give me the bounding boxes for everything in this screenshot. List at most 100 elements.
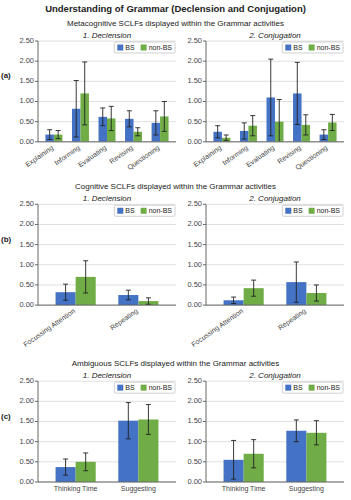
legend-label: BS	[125, 207, 135, 214]
y-tick-label: 1.50	[187, 76, 202, 85]
error-bar	[109, 106, 114, 130]
x-tick-label: Explaining	[24, 144, 55, 169]
grid-line	[38, 61, 176, 62]
error-bar	[82, 62, 87, 125]
legend-box	[282, 205, 343, 216]
x-tick-label: Repeating	[277, 307, 308, 332]
y-tick-label: 0.50	[19, 280, 34, 289]
row-label: (c)	[1, 412, 11, 421]
row-label: (a)	[1, 71, 11, 80]
legend-label: non-BS	[149, 44, 173, 51]
section-title: Metacognitive SCLFs displayed within the…	[67, 19, 284, 28]
x-tick-label: Questioning	[294, 144, 329, 172]
legend-label: BS	[125, 384, 135, 391]
y-axis	[38, 41, 39, 142]
subplot: 2. Conjugation0.000.501.001.502.002.50Th…	[187, 371, 344, 493]
y-tick-label: 0.50	[19, 117, 34, 126]
y-tick-label: 1.00	[19, 260, 34, 269]
y-tick-label: 2.00	[187, 219, 202, 228]
error-bar	[251, 440, 256, 468]
subplot-title: 1. Declension	[83, 194, 132, 203]
y-tick-label: 2.50	[187, 36, 202, 45]
error-bar	[330, 114, 335, 130]
legend-swatch	[309, 45, 315, 51]
error-bar	[74, 81, 79, 137]
section-title: Ambiguous SCLFs displayed within the Gra…	[72, 359, 280, 368]
error-bar	[47, 130, 52, 140]
grid-line	[38, 401, 176, 402]
error-bar	[321, 130, 326, 140]
error-bar	[215, 126, 220, 138]
x-axis	[38, 305, 176, 306]
marks	[45, 62, 168, 142]
legend-box	[282, 382, 343, 393]
subplot: 1. Declension0.000.501.001.502.002.50Exp…	[19, 31, 176, 172]
y-tick-label: 2.50	[19, 376, 34, 385]
legend: BS non-BS	[114, 382, 175, 393]
y-tick-label: 0.00	[19, 300, 34, 309]
grid-line	[206, 224, 344, 225]
x-tick-label: Explaining	[192, 144, 223, 169]
legend: BSnon-BS	[114, 205, 175, 216]
x-tick-label: Suggesting	[289, 485, 324, 493]
grid-line	[38, 284, 176, 285]
grid-line	[38, 224, 176, 225]
legend: BSnon-BS	[282, 382, 343, 393]
x-tick-label: Focussing Attention	[190, 307, 245, 349]
grid-line	[38, 381, 176, 382]
subplot-title: 1. Declension	[83, 371, 132, 380]
legend-box	[114, 382, 175, 393]
y-tick-label: 0.50	[187, 117, 202, 126]
error-bar	[294, 262, 299, 302]
x-tick-label: Repeating	[109, 307, 140, 332]
legend: BSnon-BS	[282, 42, 343, 53]
y-axis	[206, 381, 207, 482]
title: Understanding of Grammar (Declension and…	[45, 3, 306, 14]
y-tick-label: 1.00	[187, 260, 202, 269]
subplot: 1. Declension0.000.501.001.502.002.50Thi…	[19, 371, 176, 493]
grid-line	[206, 141, 344, 142]
error-bar	[127, 111, 132, 127]
legend-swatch	[285, 208, 291, 214]
y-tick-label: 0.00	[19, 477, 34, 486]
error-bar	[250, 116, 255, 136]
grid-line	[38, 141, 176, 142]
y-axis	[206, 41, 207, 142]
y-tick-label: 2.50	[187, 376, 202, 385]
error-bar	[251, 280, 256, 296]
error-bar	[83, 261, 88, 293]
y-tick-label: 1.50	[19, 240, 34, 249]
chart: Understanding of Grammar (Declension and…	[0, 0, 351, 500]
legend-label: non-BS	[149, 384, 173, 391]
legend-label: BS	[293, 207, 303, 214]
grid-line	[206, 401, 344, 402]
error-bar	[231, 440, 236, 479]
x-tick-label: Evaluating	[77, 144, 108, 169]
y-tick-label: 0.50	[187, 457, 202, 466]
marks	[224, 420, 327, 482]
y-tick-label: 1.50	[187, 416, 202, 425]
y-tick-label: 0.00	[19, 137, 34, 146]
grid-line	[206, 244, 344, 245]
grid-line	[38, 101, 176, 102]
y-tick-label: 0.00	[187, 300, 202, 309]
legend-label: non-BS	[317, 207, 341, 214]
legend-swatch	[285, 45, 291, 51]
x-axis	[206, 305, 344, 306]
error-bar	[146, 298, 151, 304]
legend-swatch	[141, 45, 147, 51]
error-bar	[153, 111, 158, 135]
legend-label: non-BS	[317, 384, 341, 391]
y-tick-label: 1.00	[19, 437, 34, 446]
y-tick-label: 2.50	[187, 199, 202, 208]
error-bar	[231, 297, 236, 303]
grid-line	[38, 41, 176, 42]
grid-line	[206, 81, 344, 82]
x-tick-label: Questioning	[126, 144, 161, 172]
legend: BS non-BS	[282, 205, 343, 216]
x-tick-label: Suggesting	[121, 485, 156, 493]
grid-line	[206, 284, 344, 285]
y-axis	[38, 381, 39, 482]
y-tick-label: 2.00	[19, 396, 34, 405]
error-bar	[63, 284, 68, 300]
